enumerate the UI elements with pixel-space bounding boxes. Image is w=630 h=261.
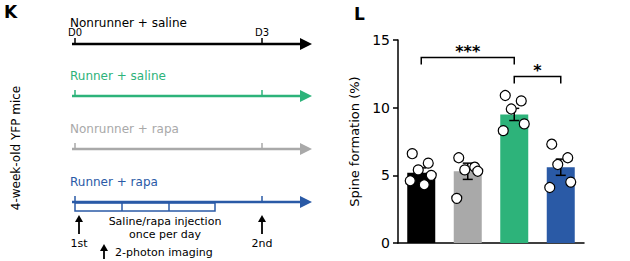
svg-text:Spine formation (%): Spine formation (%) [347, 76, 362, 206]
svg-text:2-photon imaging: 2-photon imaging [115, 246, 213, 259]
svg-text:*: * [533, 61, 542, 80]
svg-text:5: 5 [381, 167, 390, 183]
svg-text:Saline/rapa injection: Saline/rapa injection [109, 215, 222, 228]
svg-text:2nd: 2nd [252, 237, 273, 250]
svg-text:L: L [354, 4, 365, 24]
svg-text:10: 10 [372, 100, 390, 116]
svg-text:***: *** [455, 42, 481, 61]
svg-text:K: K [4, 2, 18, 22]
svg-text:1st: 1st [70, 237, 88, 250]
svg-text:15: 15 [372, 32, 390, 48]
svg-text:D0: D0 [68, 27, 82, 38]
svg-text:Runner + saline: Runner + saline [70, 69, 166, 83]
svg-text:0: 0 [381, 235, 390, 251]
svg-text:Nonrunner + rapa: Nonrunner + rapa [70, 122, 179, 136]
svg-text:once per day: once per day [129, 228, 202, 241]
svg-text:4-week-old YFP mice: 4-week-old YFP mice [9, 86, 23, 210]
svg-text:Runner + rapa: Runner + rapa [70, 175, 158, 189]
svg-text:Nonrunner + saline: Nonrunner + saline [70, 16, 187, 30]
svg-text:D3: D3 [255, 27, 269, 38]
